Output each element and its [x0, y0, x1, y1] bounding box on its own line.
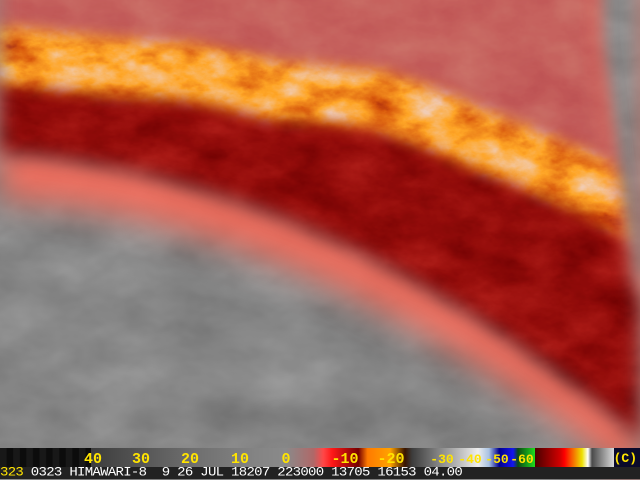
svg-text:-20: -20	[377, 451, 404, 468]
svg-text:-40: -40	[458, 452, 482, 467]
svg-text:0: 0	[281, 451, 290, 468]
svg-text:40: 40	[84, 451, 102, 468]
svg-text:-60: -60	[510, 452, 534, 467]
svg-text:-30: -30	[430, 452, 454, 467]
svg-text:(C): (C)	[614, 451, 637, 466]
svg-text:-50: -50	[485, 452, 509, 467]
svg-text:10: 10	[231, 451, 249, 468]
svg-text:-10: -10	[331, 451, 358, 468]
svg-text:30: 30	[132, 451, 150, 468]
svg-text:20: 20	[181, 451, 199, 468]
